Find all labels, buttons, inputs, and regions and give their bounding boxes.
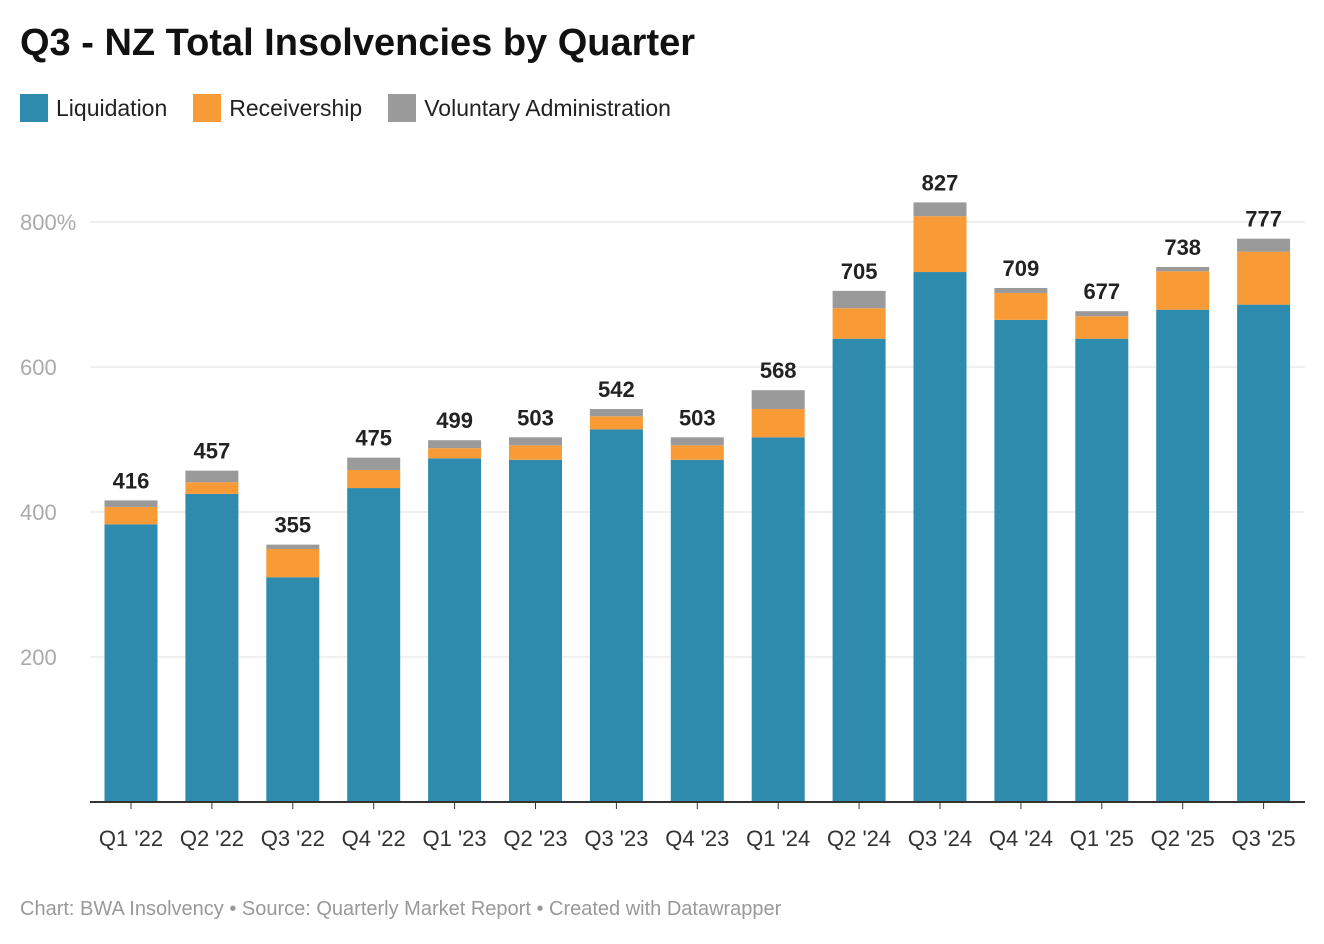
bar-segment — [1075, 311, 1129, 317]
y-tick-label: 800% — [20, 210, 76, 235]
bar-segment — [670, 445, 724, 460]
legend-label: Liquidation — [56, 94, 168, 121]
bar-segment — [1237, 304, 1291, 802]
bar-segment — [266, 577, 320, 802]
legend-swatch — [193, 94, 222, 122]
bar-segment — [1237, 238, 1291, 252]
bar-segment — [1075, 338, 1129, 802]
bar-segment — [994, 293, 1048, 320]
bar-segment — [994, 287, 1048, 294]
bar-segment — [589, 409, 643, 417]
data-label: 827 — [922, 170, 959, 195]
legend-label: Receivership — [229, 94, 363, 121]
data-label: 738 — [1164, 235, 1201, 260]
x-tick-label: Q1 '23 — [423, 826, 487, 851]
legend-item-liquidation: Liquidation — [20, 94, 167, 122]
data-label: 503 — [679, 405, 716, 430]
bar-segment — [751, 437, 805, 802]
bar-segment — [589, 429, 643, 802]
bar-segment — [104, 524, 158, 802]
bar-segment — [670, 459, 724, 802]
x-tick-label: Q2 '25 — [1151, 826, 1215, 851]
data-label: 457 — [194, 439, 231, 464]
bar-segment — [104, 500, 158, 507]
bar-segment — [509, 437, 562, 446]
bar-segment — [1156, 266, 1210, 272]
bar-segment — [347, 469, 401, 489]
bar-segment — [913, 202, 967, 217]
x-tick-label: Q4 '23 — [665, 826, 729, 851]
data-label: 777 — [1245, 207, 1282, 232]
x-tick-label: Q3 '25 — [1232, 826, 1296, 851]
bar-segment — [509, 459, 562, 802]
bar-segment — [185, 493, 239, 802]
bar-segment — [751, 390, 805, 410]
bar-segment — [1237, 251, 1291, 305]
x-tick-label: Q3 '24 — [908, 826, 972, 851]
bar-segment — [1075, 316, 1129, 339]
bar-segment — [913, 272, 967, 802]
bar-segment — [751, 409, 805, 438]
data-label: 568 — [760, 358, 797, 383]
bar-segment — [913, 216, 967, 273]
y-tick-label: 600 — [20, 355, 57, 380]
y-tick-label: 200 — [20, 645, 57, 670]
legend-swatch — [20, 94, 48, 122]
legend-item-voluntary-administration: Voluntary Administration — [388, 94, 671, 122]
data-label: 416 — [113, 468, 150, 493]
bar-segment — [266, 548, 320, 578]
data-label: 503 — [517, 405, 554, 430]
bar-segment — [266, 544, 320, 549]
bar-segment — [185, 482, 239, 494]
data-label: 705 — [841, 259, 878, 284]
bar-segment — [347, 457, 401, 470]
bar-segment — [994, 319, 1048, 802]
bar-segment — [185, 470, 239, 483]
y-tick-label: 400 — [20, 500, 57, 525]
x-tick-label: Q1 '25 — [1070, 826, 1134, 851]
x-tick-label: Q3 '23 — [584, 826, 648, 851]
data-label: 355 — [274, 513, 311, 538]
bar-segment — [104, 506, 158, 525]
data-label: 499 — [436, 408, 473, 433]
bar-segment — [509, 445, 562, 460]
bar-segment — [428, 440, 482, 449]
data-label: 709 — [1003, 256, 1040, 281]
x-tick-label: Q1 '24 — [746, 826, 810, 851]
bar-segment — [832, 308, 886, 339]
legend-swatch — [388, 94, 417, 122]
chart-title: Q3 - NZ Total Insolvencies by Quarter — [20, 22, 696, 64]
legend-item-receivership: Receivership — [193, 94, 362, 122]
x-tick-label: Q2 '23 — [503, 826, 567, 851]
bar-segment — [832, 338, 886, 802]
bar-segment — [670, 437, 724, 446]
bar-segment — [428, 458, 482, 802]
bar-segment — [1156, 271, 1210, 310]
x-tick-label: Q4 '24 — [989, 826, 1053, 851]
x-tick-label: Q3 '22 — [261, 826, 325, 851]
bar-segment — [347, 488, 401, 802]
x-tick-label: Q2 '22 — [180, 826, 244, 851]
x-tick-label: Q1 '22 — [99, 826, 163, 851]
bar-segment — [832, 290, 886, 309]
x-tick-label: Q2 '24 — [827, 826, 891, 851]
bar-segment — [589, 416, 643, 430]
bar-segment — [428, 448, 482, 459]
data-label: 475 — [355, 426, 392, 451]
data-label: 542 — [598, 377, 635, 402]
footer-credit: Chart: BWA Insolvency • Source: Quarterl… — [20, 898, 782, 920]
x-tick-label: Q4 '22 — [342, 826, 406, 851]
legend-label: Voluntary Administration — [424, 94, 671, 121]
data-label: 677 — [1083, 279, 1120, 304]
bar-segment — [1156, 309, 1210, 802]
legend: Liquidation Receivership Voluntary Admin… — [20, 94, 671, 122]
